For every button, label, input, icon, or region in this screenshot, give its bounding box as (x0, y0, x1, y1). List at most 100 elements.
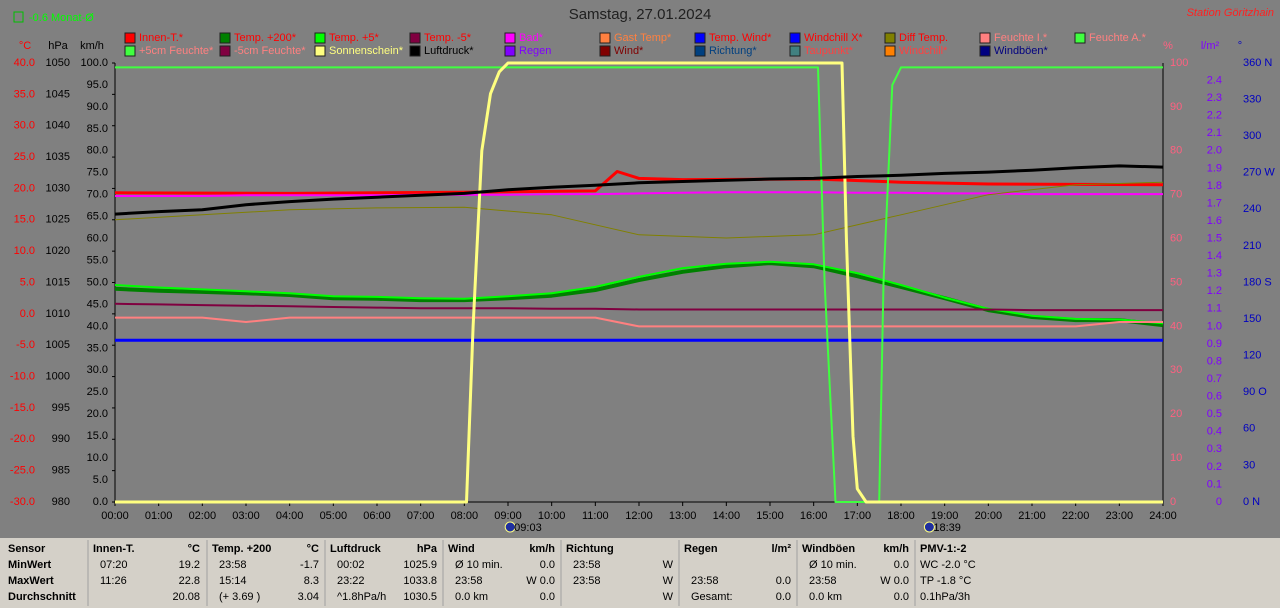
axis-unit: ° (1238, 40, 1242, 52)
legend-swatch (694, 45, 706, 57)
series-line (115, 316, 1163, 328)
y-tick-label: 1035 (46, 151, 70, 163)
y-tick-label: 360 N (1243, 57, 1272, 69)
y-tick-label: 1.5 (1207, 233, 1222, 245)
y-tick-label: 85.0 (87, 123, 108, 135)
y-tick-label: 15.0 (87, 430, 108, 442)
y-tick-label: 90 O (1243, 386, 1267, 398)
legend-label: Bad* (519, 32, 544, 44)
y-tick-label: 1010 (46, 308, 70, 320)
stats-cell: W 0.0 (526, 575, 555, 587)
stats-cell: Durchschnitt (8, 591, 76, 603)
y-tick-label: 1025 (46, 214, 70, 226)
stats-unit: hPa (417, 543, 438, 555)
stats-cell: W 0.0 (880, 575, 909, 587)
y-tick-label: 100 (1170, 57, 1188, 69)
stats-header: Windböen (802, 543, 855, 555)
stats-header: Sensor (8, 543, 46, 555)
y-tick-label: 1.7 (1207, 197, 1222, 209)
x-tick-label: 21:00 (1018, 510, 1046, 522)
legend-label: Luftdruck* (424, 45, 474, 57)
axis-unit: l/m² (1201, 40, 1220, 52)
legend-label: Windchill* (899, 45, 948, 57)
y-tick-label: -10.0 (10, 370, 35, 382)
x-tick-label: 02:00 (189, 510, 217, 522)
x-tick-label: 19:00 (931, 510, 959, 522)
x-tick-label: 18:00 (887, 510, 915, 522)
series-line (115, 164, 1163, 216)
y-tick-label: 0.6 (1207, 391, 1222, 403)
y-tick-label: 25.0 (87, 386, 108, 398)
stats-cell: 23:58 (691, 575, 719, 587)
legend-swatch (789, 45, 801, 57)
legend-swatch (1074, 32, 1086, 44)
axis-unit: °C (19, 40, 31, 52)
stats-header: Luftdruck (330, 543, 382, 555)
y-tick-label: 0.7 (1207, 373, 1222, 385)
x-tick-label: 20:00 (975, 510, 1003, 522)
legend-label: Sonnenschein* (329, 45, 404, 57)
series-line (115, 170, 1163, 195)
y-tick-label: 80.0 (87, 145, 108, 157)
legend-label: Temp. +200* (234, 32, 297, 44)
stats-header: Richtung (566, 543, 614, 555)
legend-label: +5cm Feuchte* (139, 45, 214, 57)
stats-cell: 00:02 (337, 559, 365, 571)
y-tick-label: 1.9 (1207, 162, 1222, 174)
y-tick-label: 45.0 (87, 298, 108, 310)
y-tick-label: 1.6 (1207, 215, 1222, 227)
x-tick-label: 04:00 (276, 510, 304, 522)
legend-swatch (314, 32, 326, 44)
y-tick-label: 0.5 (1207, 408, 1222, 420)
y-tick-label: 70 (1170, 189, 1182, 201)
legend-label: Gast Temp* (614, 32, 672, 44)
y-tick-label: 1.4 (1207, 250, 1222, 262)
stats-unit: °C (188, 543, 200, 555)
stats-panel (0, 538, 1280, 608)
stats-cell: -1.7 (300, 559, 319, 571)
x-tick-label: 15:00 (756, 510, 784, 522)
y-tick-label: 30 (1243, 459, 1255, 471)
stats-cell: W (663, 575, 674, 587)
y-tick-label: -20.0 (10, 433, 35, 445)
stats-cell: W (663, 591, 674, 603)
legend-swatch (599, 45, 611, 57)
y-tick-label: 1020 (46, 245, 70, 257)
stats-cell: 0.1hPa/3h (920, 591, 970, 603)
stats-cell: 0.0 (776, 591, 791, 603)
x-tick-label: 03:00 (232, 510, 260, 522)
stats-cell: 11:26 (100, 575, 127, 587)
stats-cell: 0.0 (894, 559, 909, 571)
stats-cell: 23:58 (573, 559, 601, 571)
stats-header: Regen (684, 543, 718, 555)
x-tick-label: 06:00 (363, 510, 391, 522)
chart-title: Samstag, 27.01.2024 (569, 6, 712, 23)
x-tick-label: 07:00 (407, 510, 435, 522)
time-marker-label: 18:39 (933, 522, 961, 534)
y-tick-label: 1.8 (1207, 180, 1222, 192)
legend-swatch (884, 32, 896, 44)
x-tick-label: 13:00 (669, 510, 697, 522)
legend-label: Feuchte I.* (994, 32, 1048, 44)
y-tick-label: 180 S (1243, 276, 1272, 288)
legend-label: -5cm Feuchte* (234, 45, 306, 57)
x-tick-label: 10:00 (538, 510, 566, 522)
y-tick-label: 0 N (1243, 496, 1260, 508)
stats-cell: 0.0 km (455, 591, 488, 603)
stats-cell: W (663, 559, 674, 571)
y-tick-label: 0.0 (93, 496, 108, 508)
stats-cell: MinWert (8, 559, 52, 571)
legend-label: Temp. -5* (424, 32, 472, 44)
y-tick-label: 5.0 (93, 474, 108, 486)
legend-swatch (219, 32, 231, 44)
y-tick-label: 95.0 (87, 79, 108, 91)
y-tick-label: 1005 (46, 339, 70, 351)
stats-cell: 0.0 (776, 575, 791, 587)
series-line (115, 191, 1163, 197)
y-tick-label: 150 (1243, 313, 1261, 325)
legend-swatch (409, 45, 421, 57)
y-tick-label: 65.0 (87, 211, 108, 223)
y-tick-label: 80 (1170, 145, 1182, 157)
y-tick-label: 2.2 (1207, 110, 1222, 122)
stats-cell: 23:22 (337, 575, 365, 587)
